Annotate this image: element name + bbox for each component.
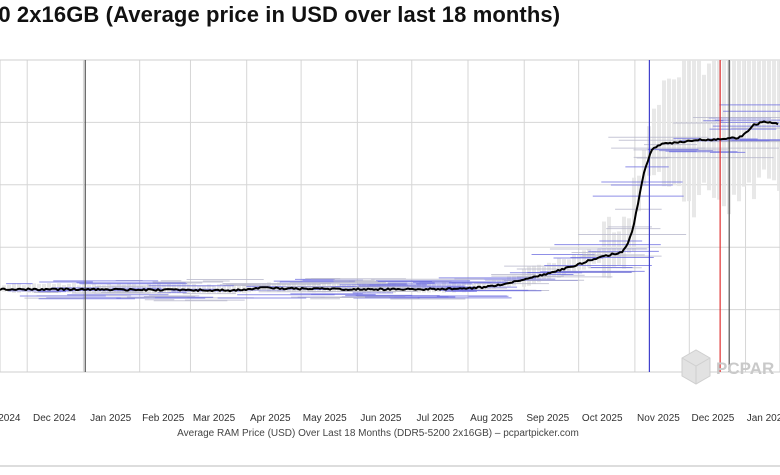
x-tick-label: Dec 2024 xyxy=(33,413,76,424)
x-tick-label: Dec 2025 xyxy=(691,413,734,424)
price-range-band xyxy=(732,60,736,195)
x-tick-label: Jan 2026 xyxy=(747,413,780,424)
price-range-bands xyxy=(2,60,780,302)
price-range-band xyxy=(297,284,301,292)
x-tick-label: Aug 2025 xyxy=(470,413,513,424)
price-range-band xyxy=(62,285,66,292)
price-range-band xyxy=(282,283,286,292)
x-tick-label: May 2025 xyxy=(303,413,347,424)
chart-container: PCPAR v 2024 Dec 2024 Jan 2025 Feb 2025 Mar … xyxy=(0,38,780,470)
price-range-band xyxy=(582,250,586,270)
price-range-band xyxy=(632,177,636,252)
x-tick-label: v 2024 xyxy=(0,413,21,424)
price-range-band xyxy=(402,285,406,292)
price-range-band xyxy=(757,60,761,178)
price-range-band xyxy=(642,150,646,186)
x-tick-label: Jul 2025 xyxy=(416,413,454,424)
x-tick-label: Jun 2025 xyxy=(360,413,402,424)
price-range-band xyxy=(217,284,221,294)
price-range-band xyxy=(372,285,376,292)
price-range-band xyxy=(382,282,386,294)
price-range-band xyxy=(687,60,691,202)
average-price-line xyxy=(0,120,779,293)
price-range-band xyxy=(347,284,351,292)
price-range-band xyxy=(562,258,566,275)
price-range-band xyxy=(722,60,726,207)
x-tick-label: Oct 2025 xyxy=(582,413,623,424)
price-range-band xyxy=(507,276,511,287)
x-tick-label: Mar 2025 xyxy=(193,413,236,424)
price-range-band xyxy=(557,258,561,278)
price-range-band xyxy=(132,284,136,293)
x-tick-label: Apr 2025 xyxy=(250,413,291,424)
price-range-band xyxy=(552,263,556,278)
price-range-band xyxy=(417,283,421,293)
price-range-band xyxy=(682,60,686,202)
price-range-band xyxy=(667,78,671,187)
x-tick-label: Sep 2025 xyxy=(526,413,569,424)
price-range-band xyxy=(747,60,751,183)
price-range-band xyxy=(12,283,16,293)
price-range-band xyxy=(607,216,611,279)
watermark-text: PCPAR xyxy=(716,359,774,378)
price-range-band xyxy=(37,283,41,293)
price-range-band xyxy=(777,60,780,191)
price-range-band xyxy=(617,231,621,266)
price-range-band xyxy=(662,80,666,187)
price-range-band xyxy=(7,284,11,293)
price-range-band xyxy=(547,262,551,280)
price-range-band xyxy=(47,283,51,294)
price-chart: PCPAR v 2024 Dec 2024 Jan 2025 Feb 2025 Mar … xyxy=(0,59,780,467)
price-series xyxy=(0,120,779,293)
x-axis-ticks: v 2024 Dec 2024 Jan 2025 Feb 2025 Mar 2025 Ap… xyxy=(0,413,780,424)
price-range-band xyxy=(652,108,656,176)
x-axis-label: Average RAM Price (USD) Over Last 18 Mon… xyxy=(177,428,579,439)
price-range-band xyxy=(102,285,106,293)
price-range-band xyxy=(717,60,721,200)
price-range-band xyxy=(697,60,701,196)
price-range-band xyxy=(42,283,46,293)
watermark: PCPAR xyxy=(681,349,774,385)
vertical-markers xyxy=(84,60,730,372)
price-range-band xyxy=(157,283,161,294)
price-range-band xyxy=(737,60,741,202)
price-range-band xyxy=(767,60,771,179)
x-tick-label: Jan 2025 xyxy=(90,413,132,424)
price-range-band xyxy=(612,232,616,267)
x-tick-label: Nov 2025 xyxy=(637,413,680,424)
chart-title: 00 2x16GB (Average price in USD over las… xyxy=(0,2,561,27)
pcpartpicker-logo-icon xyxy=(681,349,711,385)
price-range-band xyxy=(362,283,366,293)
price-range-band xyxy=(677,77,681,187)
price-range-band xyxy=(627,218,631,254)
price-range-band xyxy=(422,283,426,293)
plot-border xyxy=(0,59,780,373)
price-range-band xyxy=(622,216,626,269)
price-range-band xyxy=(707,63,711,191)
price-range-band xyxy=(272,283,276,291)
price-range-band xyxy=(327,284,331,293)
price-range-band xyxy=(762,60,766,170)
price-range-band xyxy=(602,221,606,278)
price-range-band xyxy=(537,264,541,283)
price-range-band xyxy=(227,285,231,294)
price-range-band xyxy=(342,284,346,292)
price-range-band xyxy=(572,254,576,273)
price-range-band xyxy=(742,60,746,187)
price-range-band xyxy=(577,255,581,270)
price-range-band xyxy=(702,74,706,183)
price-range-band xyxy=(492,280,496,289)
x-tick-label: Feb 2025 xyxy=(142,413,185,424)
price-range-band xyxy=(672,79,676,186)
price-range-band xyxy=(412,284,416,292)
price-range-band xyxy=(657,104,661,172)
